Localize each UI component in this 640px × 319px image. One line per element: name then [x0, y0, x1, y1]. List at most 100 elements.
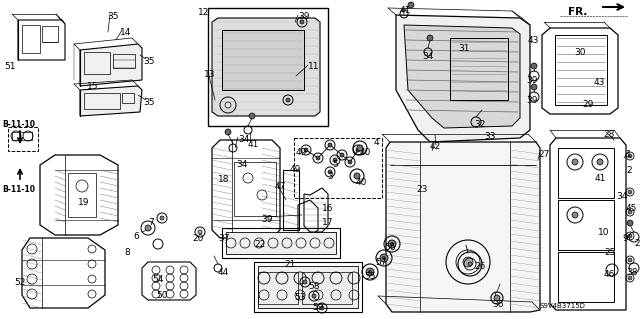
Circle shape — [312, 294, 316, 298]
Text: 5: 5 — [332, 160, 338, 169]
Circle shape — [354, 173, 360, 179]
Circle shape — [468, 262, 472, 266]
Circle shape — [463, 257, 473, 267]
Text: 24: 24 — [634, 239, 640, 248]
Text: 39: 39 — [298, 12, 310, 21]
Text: 2: 2 — [626, 166, 632, 175]
Text: 27: 27 — [538, 150, 549, 159]
Text: 49: 49 — [296, 148, 307, 157]
Text: 6: 6 — [133, 232, 139, 241]
Bar — [555, 35, 607, 105]
Bar — [84, 93, 120, 109]
Text: 19: 19 — [78, 198, 90, 207]
Circle shape — [320, 306, 324, 310]
Bar — [558, 148, 614, 198]
Text: 17: 17 — [322, 218, 333, 227]
Text: 40: 40 — [360, 148, 371, 157]
Text: 10: 10 — [598, 228, 609, 237]
Circle shape — [383, 256, 385, 259]
Bar — [226, 232, 336, 254]
Text: 59: 59 — [312, 303, 323, 312]
Bar — [8, 127, 38, 151]
Text: 39: 39 — [526, 76, 538, 85]
Bar — [294, 138, 382, 198]
Text: 7: 7 — [148, 218, 154, 227]
Text: 35: 35 — [143, 57, 154, 66]
Bar — [302, 272, 352, 304]
Bar — [22, 25, 40, 53]
Circle shape — [225, 129, 231, 135]
Text: 13: 13 — [204, 70, 216, 79]
Circle shape — [333, 158, 337, 162]
Text: 34: 34 — [236, 160, 248, 169]
Text: 38: 38 — [626, 268, 637, 277]
Circle shape — [628, 154, 632, 158]
Polygon shape — [80, 86, 142, 116]
Circle shape — [300, 20, 304, 24]
Bar — [68, 173, 96, 217]
Text: 15: 15 — [87, 82, 99, 91]
Text: 30: 30 — [574, 48, 586, 57]
Bar — [113, 54, 135, 68]
Bar — [12, 132, 32, 140]
Text: 44: 44 — [218, 268, 229, 277]
Text: 46: 46 — [604, 270, 616, 279]
Text: 40: 40 — [356, 178, 367, 187]
Text: 18: 18 — [218, 175, 230, 184]
Text: 39: 39 — [526, 96, 538, 105]
Text: 25: 25 — [604, 248, 616, 257]
Text: B-11-10: B-11-10 — [2, 185, 35, 194]
Text: 49: 49 — [290, 165, 301, 174]
Circle shape — [198, 230, 202, 234]
Polygon shape — [404, 25, 520, 128]
Circle shape — [627, 220, 633, 226]
Text: 22: 22 — [254, 240, 265, 249]
Circle shape — [328, 170, 332, 174]
Text: 35: 35 — [107, 12, 118, 21]
Text: 28: 28 — [603, 130, 614, 139]
Circle shape — [356, 148, 360, 152]
Polygon shape — [212, 18, 320, 116]
Circle shape — [369, 271, 371, 273]
Circle shape — [388, 240, 396, 248]
Text: 41: 41 — [248, 140, 259, 149]
Bar — [258, 266, 358, 308]
Text: 4: 4 — [374, 138, 380, 147]
Text: 36: 36 — [492, 300, 504, 309]
Polygon shape — [386, 142, 540, 312]
Text: 26: 26 — [474, 262, 485, 271]
Text: 53: 53 — [294, 293, 305, 302]
Circle shape — [531, 84, 537, 90]
Bar — [234, 162, 276, 216]
Text: 11: 11 — [308, 62, 319, 71]
Text: 47: 47 — [275, 182, 286, 191]
Text: 16: 16 — [322, 204, 333, 213]
Text: 35: 35 — [143, 98, 154, 107]
Circle shape — [628, 276, 632, 280]
Circle shape — [628, 234, 632, 238]
Text: 57: 57 — [375, 258, 387, 267]
Text: 12: 12 — [198, 8, 209, 17]
Circle shape — [494, 295, 500, 301]
Circle shape — [531, 63, 537, 69]
Circle shape — [160, 216, 164, 220]
Polygon shape — [80, 44, 142, 86]
Text: S9V4B3715D: S9V4B3715D — [540, 303, 586, 309]
Bar — [558, 252, 614, 302]
Circle shape — [357, 145, 363, 151]
Circle shape — [628, 190, 632, 194]
Bar — [258, 272, 298, 304]
Bar — [84, 52, 110, 74]
Circle shape — [380, 254, 388, 262]
Circle shape — [628, 258, 632, 262]
Text: 54: 54 — [152, 275, 163, 284]
Text: 56: 56 — [384, 243, 396, 252]
Text: 29: 29 — [582, 100, 593, 109]
Text: 21: 21 — [284, 260, 296, 269]
Bar — [222, 30, 304, 90]
Text: 1: 1 — [626, 150, 632, 159]
Text: 50: 50 — [156, 291, 168, 300]
Bar — [222, 228, 340, 258]
Text: 23: 23 — [416, 185, 428, 194]
Circle shape — [348, 160, 352, 164]
